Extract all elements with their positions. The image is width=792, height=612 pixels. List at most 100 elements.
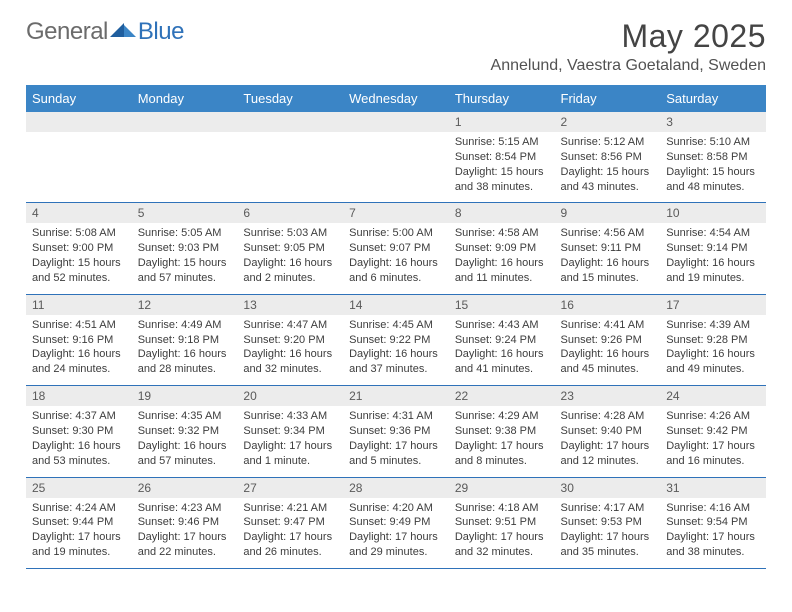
- calendar-day-cell: 14Sunrise: 4:45 AMSunset: 9:22 PMDayligh…: [343, 294, 449, 385]
- daylight-text: Daylight: 16 hours and 41 minutes.: [455, 347, 549, 377]
- day-number: 14: [343, 295, 449, 315]
- sunrise-text: Sunrise: 4:24 AM: [32, 501, 126, 516]
- day-number: 21: [343, 386, 449, 406]
- calendar-body: 1Sunrise: 5:15 AMSunset: 8:54 PMDaylight…: [26, 112, 766, 568]
- daylight-text: Daylight: 17 hours and 22 minutes.: [138, 530, 232, 560]
- sunset-text: Sunset: 9:05 PM: [243, 241, 337, 256]
- day-number: 3: [660, 112, 766, 132]
- sunset-text: Sunset: 9:16 PM: [32, 333, 126, 348]
- sunset-text: Sunset: 9:53 PM: [561, 515, 655, 530]
- sunset-text: Sunset: 9:18 PM: [138, 333, 232, 348]
- brand-logo: General Blue: [26, 18, 184, 46]
- day-number: 5: [132, 203, 238, 223]
- brand-part1: General: [26, 18, 108, 46]
- calendar-day-cell: 23Sunrise: 4:28 AMSunset: 9:40 PMDayligh…: [555, 386, 661, 477]
- day-body: Sunrise: 4:33 AMSunset: 9:34 PMDaylight:…: [237, 406, 343, 476]
- day-body: Sunrise: 4:37 AMSunset: 9:30 PMDaylight:…: [26, 406, 132, 476]
- sunrise-text: Sunrise: 4:37 AM: [32, 409, 126, 424]
- day-body: Sunrise: 4:35 AMSunset: 9:32 PMDaylight:…: [132, 406, 238, 476]
- sunset-text: Sunset: 9:51 PM: [455, 515, 549, 530]
- calendar-day-cell: 1Sunrise: 5:15 AMSunset: 8:54 PMDaylight…: [449, 112, 555, 203]
- sunset-text: Sunset: 9:14 PM: [666, 241, 760, 256]
- sunrise-text: Sunrise: 4:17 AM: [561, 501, 655, 516]
- weekday-header: Wednesday: [343, 85, 449, 112]
- calendar-table: Sunday Monday Tuesday Wednesday Thursday…: [26, 85, 766, 569]
- day-body: Sunrise: 4:26 AMSunset: 9:42 PMDaylight:…: [660, 406, 766, 476]
- calendar-day-cell: 10Sunrise: 4:54 AMSunset: 9:14 PMDayligh…: [660, 203, 766, 294]
- calendar-week-row: 4Sunrise: 5:08 AMSunset: 9:00 PMDaylight…: [26, 203, 766, 294]
- day-number: 8: [449, 203, 555, 223]
- sunrise-text: Sunrise: 5:05 AM: [138, 226, 232, 241]
- calendar-week-row: 1Sunrise: 5:15 AMSunset: 8:54 PMDaylight…: [26, 112, 766, 203]
- day-body: Sunrise: 4:41 AMSunset: 9:26 PMDaylight:…: [555, 315, 661, 385]
- day-body: Sunrise: 4:24 AMSunset: 9:44 PMDaylight:…: [26, 498, 132, 568]
- sunset-text: Sunset: 9:00 PM: [32, 241, 126, 256]
- day-number: 9: [555, 203, 661, 223]
- sunset-text: Sunset: 9:32 PM: [138, 424, 232, 439]
- sunset-text: Sunset: 9:47 PM: [243, 515, 337, 530]
- calendar-day-cell: [343, 112, 449, 203]
- daylight-text: Daylight: 17 hours and 32 minutes.: [455, 530, 549, 560]
- sunrise-text: Sunrise: 4:35 AM: [138, 409, 232, 424]
- day-body: Sunrise: 4:39 AMSunset: 9:28 PMDaylight:…: [660, 315, 766, 385]
- calendar-page: General Blue May 2025 Annelund, Vaestra …: [0, 0, 792, 612]
- day-number: 19: [132, 386, 238, 406]
- sunset-text: Sunset: 9:44 PM: [32, 515, 126, 530]
- sunrise-text: Sunrise: 4:16 AM: [666, 501, 760, 516]
- sunset-text: Sunset: 8:56 PM: [561, 150, 655, 165]
- daylight-text: Daylight: 15 hours and 43 minutes.: [561, 165, 655, 195]
- day-body: Sunrise: 4:16 AMSunset: 9:54 PMDaylight:…: [660, 498, 766, 568]
- daylight-text: Daylight: 16 hours and 32 minutes.: [243, 347, 337, 377]
- calendar-day-cell: 20Sunrise: 4:33 AMSunset: 9:34 PMDayligh…: [237, 386, 343, 477]
- calendar-day-cell: [237, 112, 343, 203]
- day-number: [26, 112, 132, 132]
- daylight-text: Daylight: 16 hours and 45 minutes.: [561, 347, 655, 377]
- sunrise-text: Sunrise: 5:03 AM: [243, 226, 337, 241]
- calendar-day-cell: 26Sunrise: 4:23 AMSunset: 9:46 PMDayligh…: [132, 477, 238, 568]
- day-body: Sunrise: 4:49 AMSunset: 9:18 PMDaylight:…: [132, 315, 238, 385]
- day-body: Sunrise: 4:23 AMSunset: 9:46 PMDaylight:…: [132, 498, 238, 568]
- calendar-day-cell: 28Sunrise: 4:20 AMSunset: 9:49 PMDayligh…: [343, 477, 449, 568]
- day-number: 10: [660, 203, 766, 223]
- sunrise-text: Sunrise: 4:39 AM: [666, 318, 760, 333]
- calendar-day-cell: 15Sunrise: 4:43 AMSunset: 9:24 PMDayligh…: [449, 294, 555, 385]
- day-body: Sunrise: 4:21 AMSunset: 9:47 PMDaylight:…: [237, 498, 343, 568]
- day-number: 18: [26, 386, 132, 406]
- daylight-text: Daylight: 16 hours and 57 minutes.: [138, 439, 232, 469]
- daylight-text: Daylight: 17 hours and 38 minutes.: [666, 530, 760, 560]
- daylight-text: Daylight: 17 hours and 8 minutes.: [455, 439, 549, 469]
- day-body: Sunrise: 5:10 AMSunset: 8:58 PMDaylight:…: [660, 132, 766, 202]
- sunset-text: Sunset: 9:22 PM: [349, 333, 443, 348]
- daylight-text: Daylight: 17 hours and 12 minutes.: [561, 439, 655, 469]
- calendar-day-cell: 31Sunrise: 4:16 AMSunset: 9:54 PMDayligh…: [660, 477, 766, 568]
- sunrise-text: Sunrise: 4:43 AM: [455, 318, 549, 333]
- day-number: 4: [26, 203, 132, 223]
- calendar-day-cell: 5Sunrise: 5:05 AMSunset: 9:03 PMDaylight…: [132, 203, 238, 294]
- calendar-week-row: 11Sunrise: 4:51 AMSunset: 9:16 PMDayligh…: [26, 294, 766, 385]
- day-body: Sunrise: 5:08 AMSunset: 9:00 PMDaylight:…: [26, 223, 132, 293]
- sunset-text: Sunset: 9:42 PM: [666, 424, 760, 439]
- calendar-day-cell: 17Sunrise: 4:39 AMSunset: 9:28 PMDayligh…: [660, 294, 766, 385]
- day-number: 6: [237, 203, 343, 223]
- day-number: [237, 112, 343, 132]
- daylight-text: Daylight: 15 hours and 38 minutes.: [455, 165, 549, 195]
- calendar-day-cell: 9Sunrise: 4:56 AMSunset: 9:11 PMDaylight…: [555, 203, 661, 294]
- calendar-week-row: 18Sunrise: 4:37 AMSunset: 9:30 PMDayligh…: [26, 386, 766, 477]
- sunset-text: Sunset: 8:54 PM: [455, 150, 549, 165]
- weekday-header: Thursday: [449, 85, 555, 112]
- day-number: 7: [343, 203, 449, 223]
- sunrise-text: Sunrise: 4:31 AM: [349, 409, 443, 424]
- day-body: Sunrise: 4:45 AMSunset: 9:22 PMDaylight:…: [343, 315, 449, 385]
- page-header: General Blue May 2025 Annelund, Vaestra …: [26, 18, 766, 75]
- day-number: 28: [343, 478, 449, 498]
- day-body: Sunrise: 4:43 AMSunset: 9:24 PMDaylight:…: [449, 315, 555, 385]
- day-body: Sunrise: 4:17 AMSunset: 9:53 PMDaylight:…: [555, 498, 661, 568]
- daylight-text: Daylight: 16 hours and 11 minutes.: [455, 256, 549, 286]
- calendar-day-cell: [26, 112, 132, 203]
- day-body: Sunrise: 4:18 AMSunset: 9:51 PMDaylight:…: [449, 498, 555, 568]
- sunset-text: Sunset: 9:03 PM: [138, 241, 232, 256]
- day-body: Sunrise: 5:03 AMSunset: 9:05 PMDaylight:…: [237, 223, 343, 293]
- day-body: Sunrise: 4:31 AMSunset: 9:36 PMDaylight:…: [343, 406, 449, 476]
- daylight-text: Daylight: 17 hours and 26 minutes.: [243, 530, 337, 560]
- calendar-day-cell: 29Sunrise: 4:18 AMSunset: 9:51 PMDayligh…: [449, 477, 555, 568]
